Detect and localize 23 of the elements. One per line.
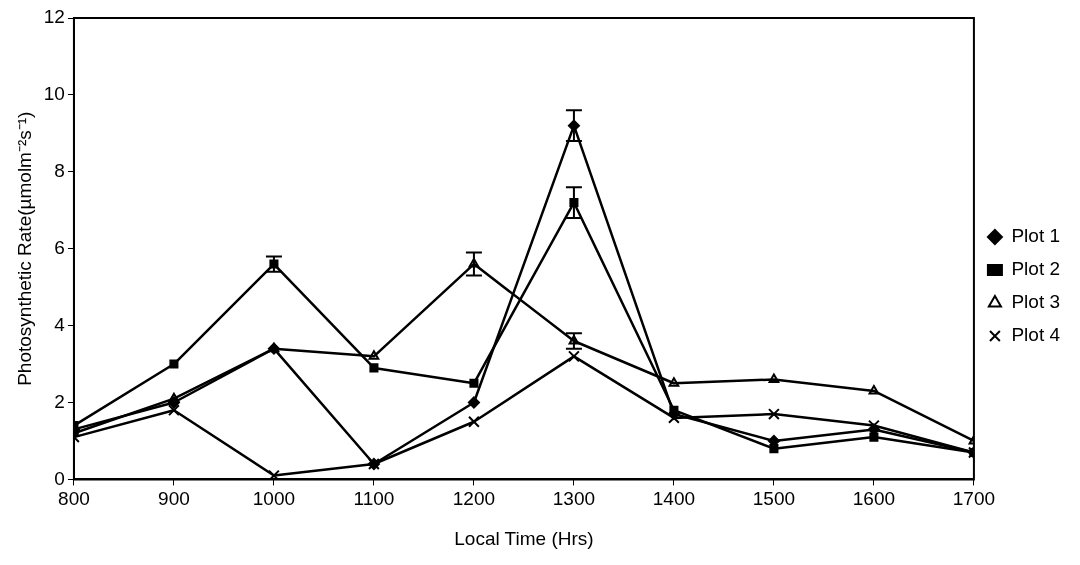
y-tick-label: 6 — [54, 236, 65, 258]
y-tick-label: 10 — [43, 83, 65, 105]
x-tick-label: 800 — [58, 488, 90, 510]
x-tick-label: 900 — [158, 488, 190, 510]
x-tick-label: 1700 — [952, 488, 996, 510]
x-tick-label: 1100 — [353, 488, 395, 510]
x-tick-label: 1400 — [652, 488, 696, 510]
legend-label: Plot 4 — [1011, 324, 1061, 346]
legend-label: Plot 2 — [1011, 258, 1061, 280]
y-axis-title: Photosynthetic Rate(µmolm⁻²s⁻¹) — [13, 111, 35, 386]
x-tick-label: 1200 — [452, 488, 496, 510]
x-tick-label: 1500 — [752, 488, 796, 510]
x-tick-label: 1600 — [852, 488, 896, 510]
legend-label: Plot 1 — [1011, 225, 1061, 247]
y-tick-label: 8 — [54, 160, 65, 182]
legend-label: Plot 3 — [1011, 291, 1061, 313]
y-tick-label: 12 — [43, 6, 65, 28]
y-tick-label: 4 — [54, 313, 66, 335]
y-tick-label: 2 — [54, 390, 65, 412]
x-tick-label: 1300 — [552, 488, 596, 510]
x-tick-label: 1000 — [252, 488, 296, 510]
x-axis-title: Local Time (Hrs) — [454, 527, 594, 549]
y-tick-label: 0 — [54, 467, 65, 489]
